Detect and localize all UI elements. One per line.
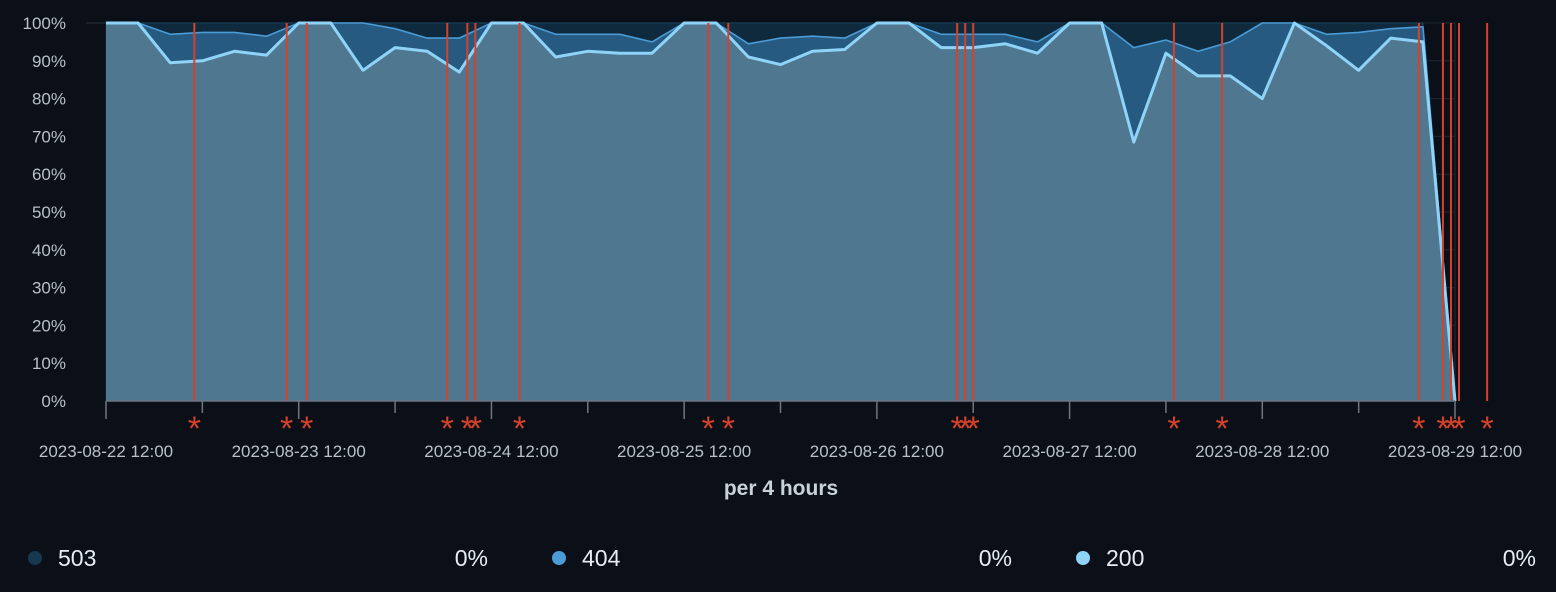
- x-tick-label: 2023-08-28 12:00: [1195, 442, 1329, 461]
- y-tick-label: 80%: [32, 90, 66, 109]
- legend-label: 200: [1106, 544, 1145, 571]
- annotation-marker: *: [1412, 410, 1425, 448]
- annotation-marker: *: [1167, 410, 1180, 448]
- y-tick-label: 60%: [32, 165, 66, 184]
- annotation-marker: *: [280, 410, 293, 448]
- line-series-200: [106, 21, 1457, 402]
- annotation-marker: *: [967, 410, 980, 448]
- x-tick-label: 2023-08-27 12:00: [1002, 442, 1136, 461]
- legend-swatch: [1076, 551, 1090, 565]
- area-layer: [106, 23, 1455, 401]
- annotation-marker: *: [951, 410, 964, 448]
- annotation-marker: *: [461, 410, 474, 448]
- annotation-marker: *: [1216, 410, 1229, 448]
- annotation-marker: *: [1436, 410, 1449, 448]
- y-tick-label: 0%: [41, 392, 66, 411]
- annotation-marker: *: [441, 410, 454, 448]
- annotation-marker: *: [702, 410, 715, 448]
- annotation-layer: * * * * ** * * * *** * * * *** *: [188, 23, 1494, 448]
- y-tick-label: 100%: [23, 14, 66, 33]
- legend-label: 503: [58, 544, 97, 571]
- line-layer: [106, 21, 1457, 402]
- y-tick-label: 50%: [32, 203, 66, 222]
- x-tick-label: 2023-08-22 12:00: [39, 442, 173, 461]
- legend-value: 0%: [454, 545, 488, 571]
- legend: 503 0% 404 0% 200 0%: [0, 538, 1556, 578]
- legend-swatch: [28, 551, 42, 565]
- legend-value: 0%: [1502, 545, 1536, 571]
- annotation-marker: *: [1481, 410, 1494, 448]
- legend-item-200[interactable]: 200: [1076, 538, 1144, 578]
- legend-value: 0%: [978, 545, 1012, 571]
- x-tick-label: 2023-08-29 12:00: [1388, 442, 1522, 461]
- annotation-marker: *: [469, 410, 482, 448]
- y-tick-label: 10%: [32, 354, 66, 373]
- x-tick-label: 2023-08-26 12:00: [810, 442, 944, 461]
- axis-layer: 0% 10% 20% 30% 40% 50% 60% 70% 80% 90% 100% 2023-08…: [23, 14, 1523, 461]
- x-tick-label: 2023-08-25 12:00: [617, 442, 751, 461]
- x-tick-label: 2023-08-23 12:00: [232, 442, 366, 461]
- y-tick-label: 30%: [32, 279, 66, 298]
- annotation-marker: *: [1452, 410, 1465, 448]
- annotation-marker: *: [1444, 410, 1457, 448]
- y-tick-label: 90%: [32, 52, 66, 71]
- y-tick-label: 70%: [32, 127, 66, 146]
- annotation-marker: *: [188, 410, 201, 448]
- legend-label: 404: [582, 544, 621, 571]
- stacked-area-chart: * * * * ** * * * *** * * * *** * 0%10%20%30%40%50%60%…: [23, 14, 1523, 500]
- legend-item-404[interactable]: 404: [552, 538, 620, 578]
- legend-swatch: [552, 551, 566, 565]
- x-axis-label: per 4 hours: [724, 477, 838, 500]
- area-series-200: [106, 23, 1455, 401]
- legend-item-503[interactable]: 503: [28, 538, 96, 578]
- x-tick-label: 2023-08-24 12:00: [424, 442, 558, 461]
- annotation-marker: *: [722, 410, 735, 448]
- annotation-marker: *: [513, 410, 526, 448]
- annotation-marker: *: [959, 410, 972, 448]
- y-tick-label: 20%: [32, 316, 66, 335]
- annotation-marker: *: [300, 410, 313, 448]
- y-tick-label: 40%: [32, 241, 66, 260]
